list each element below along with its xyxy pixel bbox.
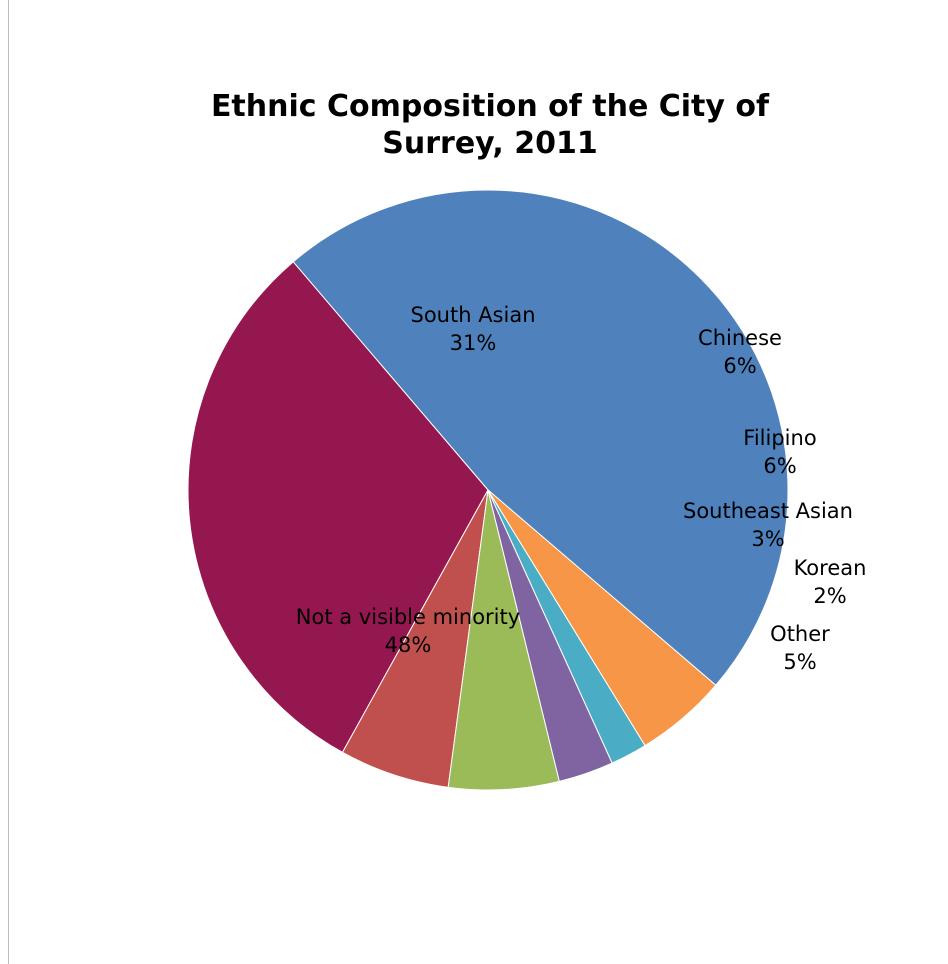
slice-label-chinese: Chinese <box>698 326 782 350</box>
pie-slice-other <box>487 489 717 747</box>
slice-label-korean: Korean <box>794 556 867 580</box>
slice-label-south-asian: South Asian <box>410 303 535 327</box>
slice-label-filipino: Filipino <box>743 426 816 450</box>
slice-value-not-a-visible-minority: 48% <box>385 633 432 657</box>
chart-title: Ethnic Composition of the City of Surrey… <box>150 88 830 162</box>
slice-value-filipino: 6% <box>763 454 796 478</box>
chart-title-line-2: Surrey, 2011 <box>382 126 598 161</box>
pie-slice-not-a-visible-minority <box>292 189 789 686</box>
slice-value-chinese: 6% <box>723 354 756 378</box>
slice-label-not-a-visible-minority: Not a visible minority <box>296 605 520 629</box>
slice-value-southeast-asian: 3% <box>751 527 784 551</box>
slice-value-korean: 2% <box>813 584 846 608</box>
slice-label-other: Other <box>770 622 830 646</box>
chart-border-line <box>8 0 9 964</box>
slice-value-south-asian: 31% <box>450 331 497 355</box>
slice-value-other: 5% <box>783 650 816 674</box>
slice-label-southeast-asian: Southeast Asian <box>683 499 853 523</box>
pie-slice-south-asian <box>187 261 489 754</box>
chart-title-line-1: Ethnic Composition of the City of <box>210 89 770 124</box>
